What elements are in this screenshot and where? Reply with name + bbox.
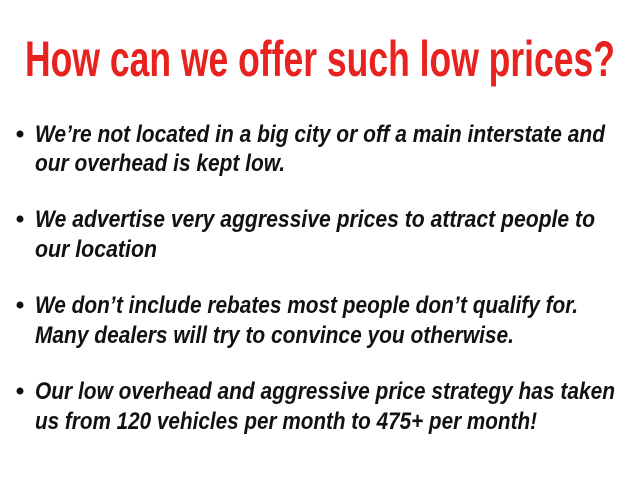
bullet-dot — [16, 215, 24, 223]
bullet-text: our location — [35, 236, 157, 263]
bullet-text: our overhead is kept low. — [35, 150, 285, 177]
bullet-dot — [16, 130, 24, 138]
bullet-text: Our low overhead and aggressive price st… — [35, 378, 615, 405]
bullet-dot — [16, 387, 24, 395]
bullet-text: We advertise very aggressive prices to a… — [35, 206, 595, 233]
bullet-text: Many dealers will try to convince you ot… — [35, 322, 514, 349]
bullet-dot — [16, 301, 24, 309]
bullet-text: We don’t include rebates most people don… — [35, 292, 578, 319]
bullet-text: We’re not located in a big city or off a… — [35, 121, 606, 148]
slide-title: How can we offer such low prices? — [25, 31, 615, 87]
bullet-text: us from 120 vehicles per month to 475+ p… — [35, 408, 537, 435]
